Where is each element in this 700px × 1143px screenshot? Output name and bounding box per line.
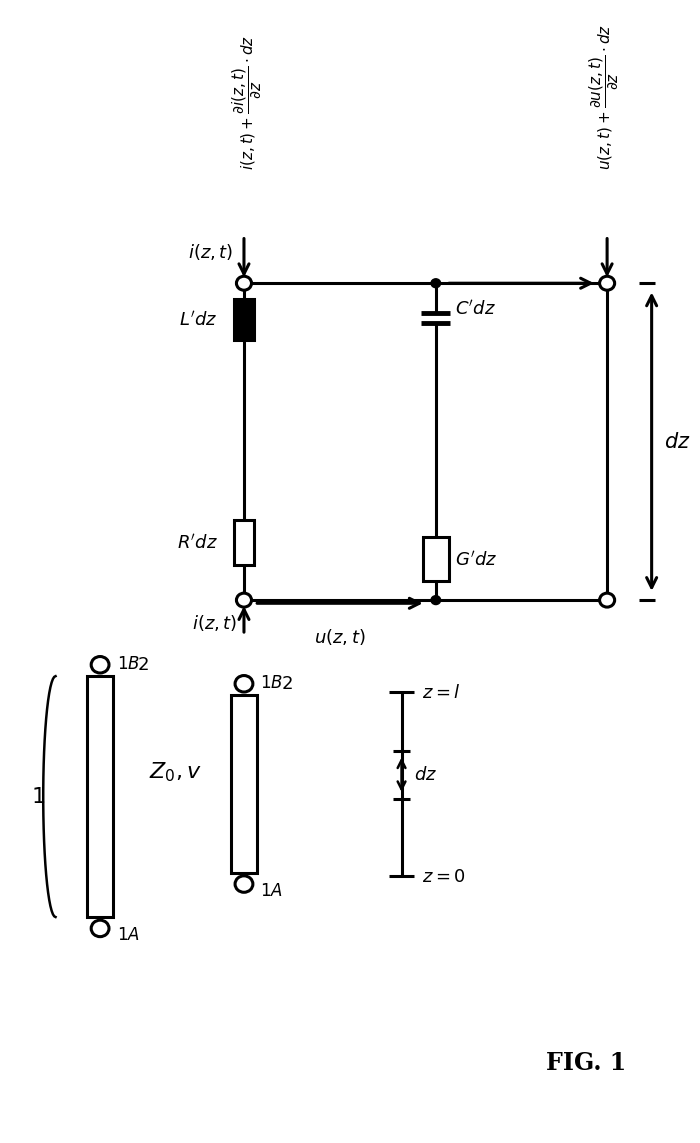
Bar [234, 299, 253, 341]
Text: $u(z,t)$: $u(z,t)$ [314, 628, 365, 647]
Bar [423, 537, 449, 582]
Text: $1B$: $1B$ [116, 655, 139, 672]
Bar [231, 695, 257, 873]
Circle shape [91, 657, 109, 673]
Circle shape [600, 277, 615, 290]
Text: $i(z,t)$: $i(z,t)$ [188, 242, 234, 262]
Circle shape [235, 676, 253, 693]
Text: FIG. 1: FIG. 1 [547, 1050, 626, 1074]
Text: $z = 0$: $z = 0$ [422, 868, 466, 885]
Circle shape [431, 279, 440, 288]
Text: $R'dz$: $R'dz$ [177, 534, 218, 552]
Text: $1A$: $1A$ [116, 927, 139, 944]
Text: $dz$: $dz$ [414, 766, 437, 784]
Bar [234, 520, 253, 566]
Text: $1B$: $1B$ [260, 674, 284, 692]
Text: $L'dz$: $L'dz$ [179, 311, 218, 329]
Text: $C'dz$: $C'dz$ [455, 299, 496, 319]
Text: $1$: $1$ [32, 785, 46, 808]
Circle shape [235, 876, 253, 893]
Text: $dz$: $dz$ [664, 432, 691, 453]
Circle shape [239, 279, 248, 288]
Text: $i(z,t)+\dfrac{\partial i(z,t)}{\partial z}\cdot dz$: $i(z,t)+\dfrac{\partial i(z,t)}{\partial… [230, 34, 265, 170]
Text: $z = l$: $z = l$ [422, 684, 461, 702]
Text: $Z_0, v$: $Z_0, v$ [149, 760, 202, 783]
Text: $u(z,t)+\dfrac{\partial u(z,t)}{\partial z}\cdot dz$: $u(z,t)+\dfrac{\partial u(z,t)}{\partial… [587, 24, 621, 170]
Circle shape [600, 593, 615, 607]
Circle shape [239, 596, 248, 605]
Circle shape [237, 593, 251, 607]
Bar [87, 677, 113, 917]
Text: $1A$: $1A$ [260, 882, 284, 900]
Text: $i(z,t)$: $i(z,t)$ [192, 613, 237, 632]
Circle shape [91, 920, 109, 937]
Text: $G'dz$: $G'dz$ [455, 550, 498, 569]
Circle shape [431, 596, 440, 605]
Text: $2$: $2$ [281, 676, 293, 693]
Text: $2$: $2$ [137, 656, 149, 674]
Circle shape [237, 277, 251, 290]
